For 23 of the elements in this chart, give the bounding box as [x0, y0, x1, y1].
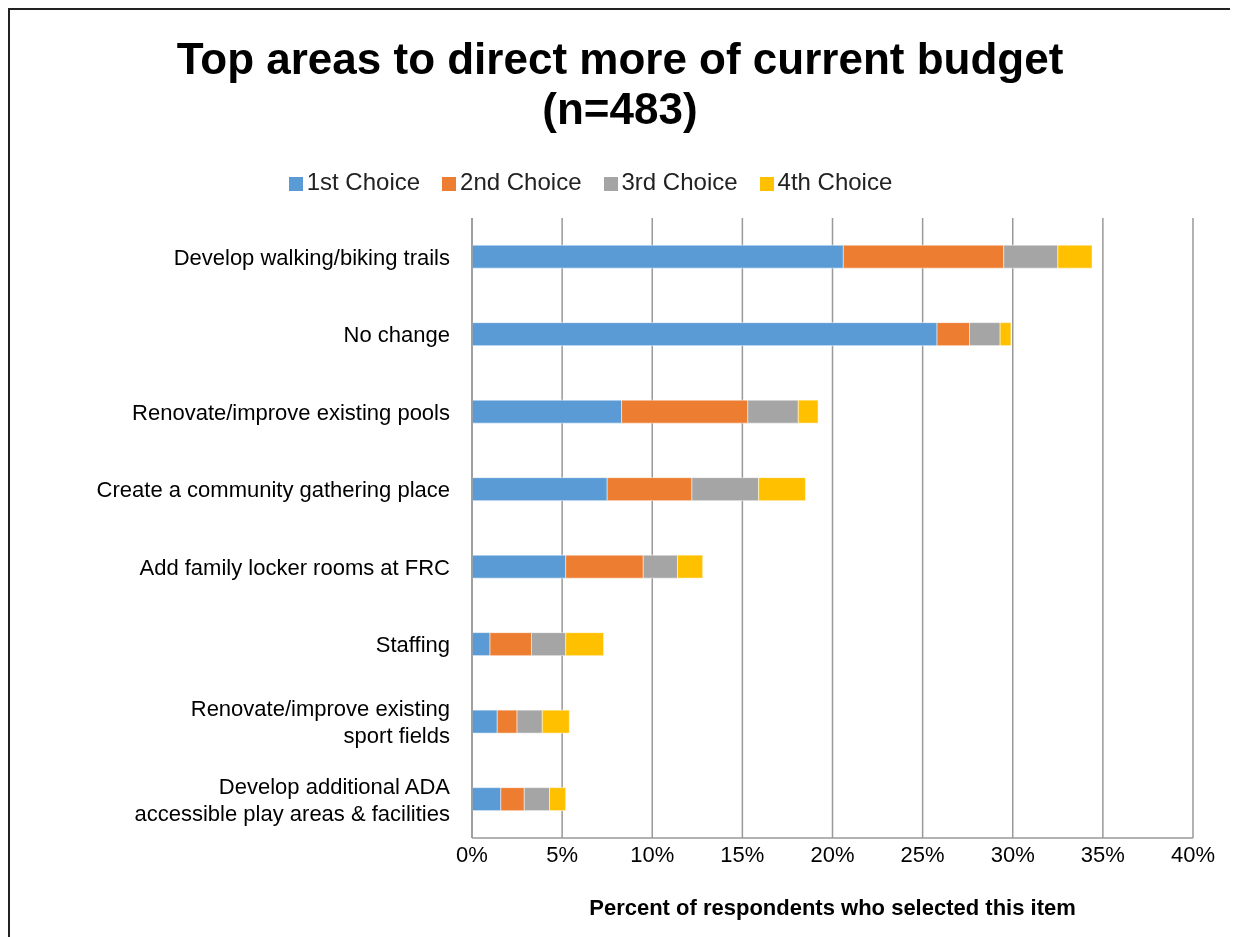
legend-label: 3rd Choice: [621, 168, 738, 195]
x-tick-label: 40%: [1170, 841, 1216, 867]
x-tick-label: 30%: [990, 841, 1035, 867]
y-tick-label: Renovate/improve existing pools: [132, 399, 450, 425]
x-tick-label: 35%: [1080, 841, 1125, 867]
x-tick-label: 20%: [810, 841, 855, 867]
y-tick-label: Develop additional ADA accessible play areas & facilities: [134, 773, 451, 826]
legend-label: 4th Choice: [777, 168, 893, 195]
legend-label: 2nd Choice: [460, 168, 582, 195]
x-axis-title: Percent of respondents who selected this item: [589, 895, 1076, 920]
y-tick-label: Add family locker rooms at FRC: [139, 554, 451, 580]
legend-label: 1st Choice: [306, 168, 421, 195]
x-tick-label: 10%: [630, 841, 675, 867]
y-tick-label: Develop walking/biking trails: [173, 244, 450, 270]
chart-title: Top areas to direct more of current budget (n=483): [175, 33, 1065, 135]
y-tick-label: Staffing: [375, 631, 450, 657]
x-tick-label: 25%: [900, 841, 945, 867]
y-tick-label: Create a community gathering place: [96, 476, 450, 502]
x-tick-label: 0%: [456, 841, 488, 867]
y-tick-label: Renovate/improve existing sport fields: [190, 695, 450, 748]
x-tick-label: 15%: [720, 841, 765, 867]
x-tick-label: 5%: [546, 841, 579, 867]
y-tick-label: No change: [343, 321, 450, 347]
